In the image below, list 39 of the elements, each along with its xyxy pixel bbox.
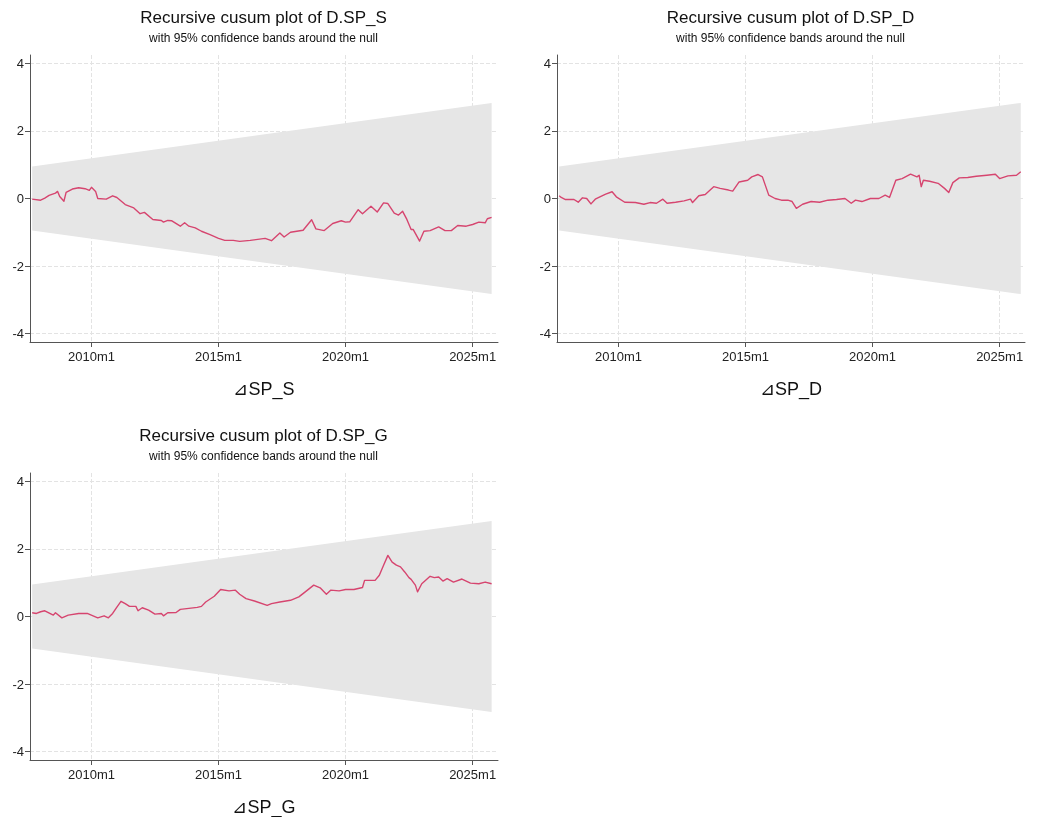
chart-subtitle: with 95% confidence bands around the null (148, 31, 378, 45)
x-tick-label: 2020m1 (322, 349, 370, 364)
y-tick-label: -2 (12, 676, 24, 692)
chart-subtitle: with 95% confidence bands around the null (148, 449, 378, 463)
line-series (31, 186, 493, 243)
x-tick-label: 2020m1 (322, 767, 370, 782)
x-axis-title: ⊿SP_S (233, 379, 295, 400)
y-tick-label: 2 (16, 541, 24, 557)
x-tick-label: 2025m1 (976, 349, 1024, 364)
x-tick-label: 2025m1 (449, 349, 497, 364)
y-tick-label: -2 (12, 258, 24, 274)
y-tick-label: -4 (12, 744, 24, 760)
y-tick-label: -2 (539, 258, 551, 274)
line-series (558, 171, 1022, 209)
chart-subtitle: with 95% confidence bands around the null (675, 31, 905, 45)
x-tick-label: 2025m1 (449, 767, 497, 782)
y-tick-label: 2 (543, 123, 551, 139)
x-tick-label: 2015m1 (722, 349, 769, 364)
x-axis-title: ⊿SP_D (759, 379, 823, 400)
y-tick-label: 4 (16, 473, 24, 489)
x-axis-title: ⊿SP_G (232, 797, 296, 817)
chart-title: Recursive cusum plot of D.SP_S (140, 8, 387, 27)
chart-title: Recursive cusum plot of D.SP_D (666, 8, 915, 27)
y-tick-label: -4 (12, 326, 24, 342)
y-tick-label: -4 (539, 326, 551, 342)
y-tick-label: 2 (16, 123, 24, 139)
x-tick-label: 2010m1 (68, 767, 115, 782)
y-tick-label: 0 (16, 609, 24, 624)
chart-title: Recursive cusum plot of D.SP_G (139, 426, 388, 445)
y-tick-label: 4 (543, 55, 551, 71)
line-series (31, 554, 493, 619)
x-tick-label: 2010m1 (595, 349, 642, 364)
x-tick-label: 2015m1 (195, 349, 242, 364)
y-tick-label: 0 (543, 191, 551, 206)
x-tick-label: 2010m1 (68, 349, 115, 364)
y-tick-label: 4 (16, 55, 24, 71)
x-tick-label: 2020m1 (849, 349, 897, 364)
x-tick-label: 2015m1 (195, 767, 242, 782)
y-tick-label: 0 (16, 191, 24, 206)
